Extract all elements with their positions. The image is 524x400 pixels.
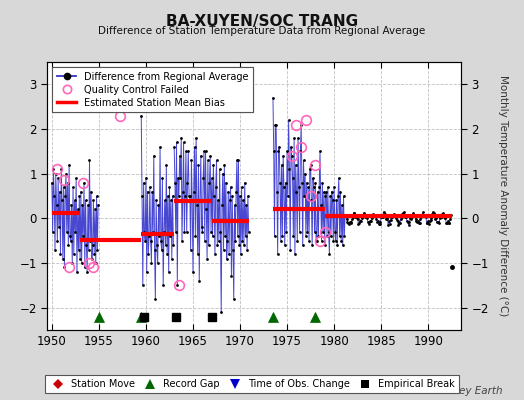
Legend: Difference from Regional Average, Quality Control Failed, Estimated Station Mean: Difference from Regional Average, Qualit… [52,67,254,112]
Legend: Station Move, Record Gap, Time of Obs. Change, Empirical Break: Station Move, Record Gap, Time of Obs. C… [45,375,459,393]
Text: BA-XUYEN/SOC TRANG: BA-XUYEN/SOC TRANG [166,14,358,29]
Y-axis label: Monthly Temperature Anomaly Difference (°C): Monthly Temperature Anomaly Difference (… [498,75,508,317]
Text: Berkeley Earth: Berkeley Earth [427,386,503,396]
Text: Difference of Station Temperature Data from Regional Average: Difference of Station Temperature Data f… [99,26,425,36]
